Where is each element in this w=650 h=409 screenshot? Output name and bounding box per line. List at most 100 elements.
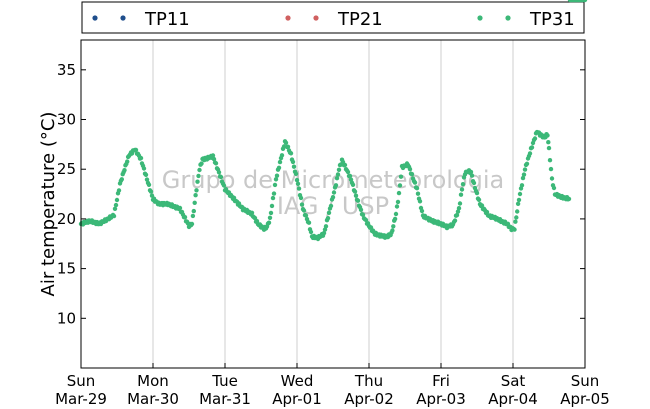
data-point-tp31 xyxy=(196,173,201,179)
data-point-tp31 xyxy=(290,159,296,165)
data-point-tp31 xyxy=(189,221,195,227)
plot-frame xyxy=(80,39,586,369)
y-tick-label: 15 xyxy=(57,260,76,278)
x-tick-date: Apr-01 xyxy=(272,390,322,408)
data-point-tp31 xyxy=(350,182,356,187)
data-point-tp31 xyxy=(336,167,342,172)
y-tick-label: 10 xyxy=(57,309,76,327)
data-point-tp31 xyxy=(407,167,413,172)
data-point-tp31 xyxy=(355,198,361,203)
data-point-tp31 xyxy=(469,173,475,178)
data-point-tp31 xyxy=(352,189,358,194)
x-tick-day: Mon xyxy=(137,372,169,390)
data-point-tp31 xyxy=(266,220,272,225)
data-point-tp31 xyxy=(138,155,144,161)
data-point-tp31 xyxy=(334,176,340,181)
data-point-tp31 xyxy=(267,215,273,220)
data-point-tp31 xyxy=(391,224,396,229)
legend: TP11 TP21 TP31 xyxy=(81,1,585,34)
data-point-tp31 xyxy=(296,186,302,191)
data-point-tp31 xyxy=(271,191,277,196)
x-axis: SunMar-29MonMar-30TueMar-31WedApr-01ThuA… xyxy=(55,363,610,408)
data-point-tp31 xyxy=(291,164,297,169)
data-point-tp31 xyxy=(522,167,528,172)
x-tick-day: Fri xyxy=(432,372,450,390)
data-point-tp31 xyxy=(143,172,149,177)
x-tick-day: Tue xyxy=(211,372,238,390)
data-point-tp31 xyxy=(199,161,204,166)
data-point-tp31 xyxy=(547,158,553,163)
data-point-tp31 xyxy=(368,225,374,230)
data-point-tp31 xyxy=(133,147,139,153)
data-point-tp31 xyxy=(409,172,415,177)
data-points xyxy=(78,0,588,242)
data-point-tp31 xyxy=(216,170,222,175)
data-point-tp31 xyxy=(269,203,275,209)
data-point-tp31 xyxy=(342,162,348,168)
data-point-tp31 xyxy=(397,183,403,188)
data-point-tp31 xyxy=(113,202,119,208)
data-point-tp31 xyxy=(532,136,538,141)
data-point-tp31 xyxy=(527,151,533,156)
data-point-tp31 xyxy=(279,153,285,158)
legend-marker-tp11 xyxy=(120,15,126,21)
data-point-tp31 xyxy=(393,211,399,217)
data-point-tp31 xyxy=(456,206,462,211)
data-point-tp31 xyxy=(192,200,197,205)
data-point-tp31 xyxy=(548,166,554,172)
y-axis: 10 15 20 25 30 35 xyxy=(57,61,585,327)
data-point-tp31 xyxy=(529,145,535,150)
data-point-tp31 xyxy=(546,145,552,151)
data-point-tp31 xyxy=(566,196,572,202)
data-point-tp31 xyxy=(295,181,301,186)
data-point-tp31 xyxy=(326,210,332,215)
data-point-tp31 xyxy=(471,180,477,186)
data-point-tp31 xyxy=(479,203,485,208)
data-point-tp31 xyxy=(474,190,480,196)
data-point-tp31 xyxy=(182,215,188,220)
data-point-tp31 xyxy=(272,182,278,188)
data-point-tp31 xyxy=(298,195,304,201)
data-point-tp31 xyxy=(517,191,523,197)
data-point-tp31 xyxy=(414,186,420,191)
data-point-tp31 xyxy=(484,209,490,215)
data-point-tp31 xyxy=(549,176,555,181)
data-point-tp31 xyxy=(330,195,336,200)
legend-marker-tp21 xyxy=(285,15,291,21)
data-point-tp31 xyxy=(195,179,200,184)
data-point-tp31 xyxy=(210,153,216,158)
data-point-tp31 xyxy=(515,201,521,206)
y-axis-title: Air temperature (°C) xyxy=(38,112,59,297)
data-point-tp31 xyxy=(148,189,154,194)
y-tick-label: 20 xyxy=(57,210,76,228)
data-point-tp31 xyxy=(514,215,519,220)
data-point-tp31 xyxy=(146,182,152,187)
x-tick-date: Mar-31 xyxy=(199,390,251,408)
data-point-tp31 xyxy=(116,188,122,193)
data-point-tp31 xyxy=(221,183,227,188)
x-tick-date: Apr-05 xyxy=(560,390,610,408)
data-point-tp31 xyxy=(582,0,588,3)
data-point-tp31 xyxy=(293,171,299,176)
data-point-tp31 xyxy=(273,177,279,182)
data-point-tp31 xyxy=(268,210,274,216)
data-point-tp31 xyxy=(546,140,551,145)
data-point-tp31 xyxy=(417,199,423,204)
data-point-tp31 xyxy=(458,192,464,197)
watermark-line-1: Grupo de Micrometeorologia xyxy=(162,166,504,194)
legend-marker-tp11 xyxy=(92,15,98,21)
data-point-tp31 xyxy=(521,172,527,177)
data-point-tp31 xyxy=(394,204,400,209)
data-point-tp31 xyxy=(396,190,402,196)
data-point-tp31 xyxy=(468,169,474,175)
data-point-tp31 xyxy=(323,224,329,229)
data-point-tp31 xyxy=(111,213,117,219)
data-point-tp31 xyxy=(191,208,196,214)
data-point-tp31 xyxy=(125,159,130,164)
data-point-tp31 xyxy=(112,206,118,211)
data-point-tp31 xyxy=(321,230,327,236)
data-point-tp31 xyxy=(249,210,255,215)
data-point-tp31 xyxy=(358,207,364,212)
y-tick-label: 30 xyxy=(57,111,76,129)
data-point-tp31 xyxy=(455,209,461,214)
